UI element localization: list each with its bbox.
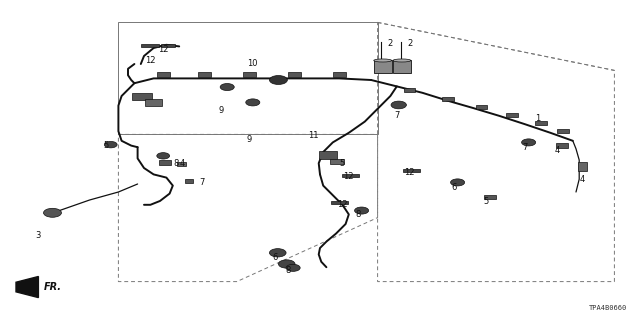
FancyBboxPatch shape (132, 93, 152, 100)
Bar (141, 44, 159, 47)
Bar (342, 174, 359, 177)
Text: 10: 10 (248, 60, 258, 68)
Text: FR.: FR. (44, 282, 61, 292)
Circle shape (220, 84, 234, 91)
Text: 5: 5 (484, 197, 489, 206)
Ellipse shape (393, 59, 411, 62)
Text: 4: 4 (580, 175, 585, 184)
FancyBboxPatch shape (556, 143, 568, 148)
Circle shape (269, 249, 286, 257)
Bar (374, 60, 392, 73)
Bar (331, 201, 348, 204)
Text: 12: 12 (145, 56, 156, 65)
FancyBboxPatch shape (557, 129, 569, 133)
Circle shape (157, 153, 170, 159)
Bar (393, 60, 411, 73)
FancyBboxPatch shape (319, 151, 337, 159)
Circle shape (391, 101, 406, 109)
Text: 1: 1 (535, 114, 540, 123)
Circle shape (451, 179, 465, 186)
FancyBboxPatch shape (578, 162, 587, 171)
Text: 3: 3 (36, 231, 41, 240)
Text: 8: 8 (356, 210, 361, 219)
Text: 12: 12 (404, 168, 415, 177)
Text: 4: 4 (554, 146, 559, 155)
Text: 5: 5 (103, 141, 108, 150)
FancyBboxPatch shape (476, 105, 487, 109)
Circle shape (44, 208, 61, 217)
Ellipse shape (374, 59, 392, 62)
FancyBboxPatch shape (404, 88, 415, 92)
Text: 4: 4 (180, 159, 185, 168)
FancyBboxPatch shape (157, 72, 170, 77)
Text: 9: 9 (247, 135, 252, 144)
Circle shape (104, 141, 117, 148)
Circle shape (355, 207, 369, 214)
Text: 7: 7 (199, 178, 204, 187)
FancyBboxPatch shape (442, 97, 454, 101)
Circle shape (522, 139, 536, 146)
Text: 5: 5 (340, 159, 345, 168)
Polygon shape (16, 276, 38, 298)
FancyBboxPatch shape (333, 72, 346, 77)
Text: 2: 2 (407, 39, 412, 48)
Text: 11: 11 (308, 131, 319, 140)
Text: 7: 7 (522, 143, 527, 152)
FancyBboxPatch shape (198, 72, 211, 77)
Text: 8: 8 (173, 159, 179, 168)
Text: 9: 9 (218, 106, 223, 115)
Text: 2: 2 (388, 39, 393, 48)
FancyBboxPatch shape (145, 99, 162, 106)
FancyBboxPatch shape (159, 160, 171, 165)
Text: 6: 6 (273, 253, 278, 262)
Text: 6: 6 (452, 183, 457, 192)
Text: 12: 12 (337, 200, 348, 209)
Circle shape (246, 99, 260, 106)
Circle shape (269, 76, 287, 84)
FancyBboxPatch shape (330, 159, 344, 164)
Text: TPA4B0660: TPA4B0660 (589, 305, 627, 311)
Bar (403, 169, 420, 172)
Circle shape (278, 260, 295, 268)
FancyBboxPatch shape (506, 113, 518, 117)
Text: 7: 7 (394, 111, 399, 120)
FancyBboxPatch shape (288, 72, 301, 77)
Text: 12: 12 (158, 45, 168, 54)
FancyBboxPatch shape (184, 179, 193, 182)
Text: 8: 8 (285, 266, 291, 275)
FancyBboxPatch shape (243, 72, 256, 77)
Text: 12: 12 (344, 172, 354, 181)
Bar (161, 44, 175, 47)
Circle shape (286, 264, 300, 271)
FancyBboxPatch shape (535, 121, 547, 125)
FancyBboxPatch shape (484, 195, 496, 199)
FancyBboxPatch shape (177, 162, 186, 166)
